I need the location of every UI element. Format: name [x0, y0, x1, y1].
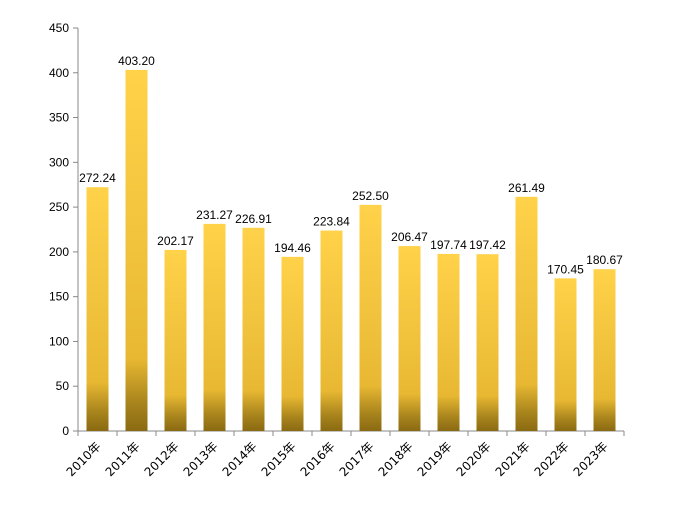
- data-label: 272.24: [79, 171, 116, 185]
- x-tick-label: 2018年: [376, 439, 416, 479]
- data-label: 197.42: [469, 238, 506, 252]
- data-label: 170.45: [547, 262, 584, 276]
- y-tick-label: 300: [49, 155, 69, 169]
- y-tick-label: 250: [49, 200, 69, 214]
- bar: [242, 227, 265, 431]
- x-axis: [77, 430, 625, 436]
- data-label: 226.91: [235, 212, 272, 226]
- y-tick-label: 350: [49, 111, 69, 125]
- bar: [554, 278, 577, 431]
- y-tick-label: 100: [49, 334, 69, 348]
- data-label: 206.47: [391, 230, 428, 244]
- data-label: 180.67: [586, 253, 623, 267]
- bar: [437, 253, 460, 431]
- bar: [320, 230, 343, 431]
- x-tick-label: 2019年: [415, 439, 455, 479]
- category-labels: 2010年 2011年 2012年 2013年 2014年 2015年 2016年 2017年…: [64, 439, 611, 479]
- x-tick-label: 2023年: [571, 439, 611, 479]
- bar: [125, 69, 148, 432]
- y-tick-label: 400: [49, 66, 69, 80]
- bar: [398, 246, 421, 431]
- bar: [203, 223, 226, 431]
- x-tick-label: 2016年: [298, 439, 338, 479]
- y-axis: 0 50 100 150 200 250 300 350 400 450: [49, 21, 79, 438]
- data-label: 231.27: [196, 208, 233, 222]
- x-tick-label: 2011年: [103, 439, 143, 479]
- data-label: 403.20: [118, 54, 155, 68]
- bar: [476, 254, 499, 431]
- x-tick-label: 2022年: [532, 439, 572, 479]
- y-tick-label: 450: [49, 21, 69, 35]
- y-tick-label: 200: [49, 245, 69, 259]
- x-tick-label: 2010年: [64, 439, 104, 479]
- x-tick-label: 2021年: [493, 439, 533, 479]
- x-tick-label: 2012年: [142, 439, 182, 479]
- data-label: 194.46: [274, 241, 311, 255]
- bar: [164, 249, 187, 431]
- bar: [593, 269, 616, 431]
- data-label: 202.17: [157, 234, 194, 248]
- x-tick-label: 2020年: [454, 439, 494, 479]
- data-label: 197.74: [430, 238, 467, 252]
- data-label: 261.49: [508, 181, 545, 195]
- bar: [359, 204, 382, 431]
- x-tick-label: 2017年: [337, 439, 377, 479]
- data-label: 223.84: [313, 215, 350, 229]
- y-tick-label: 0: [62, 424, 69, 438]
- x-tick-label: 2013年: [181, 439, 221, 479]
- data-label: 252.50: [352, 189, 389, 203]
- x-tick-label: 2015年: [259, 439, 299, 479]
- bar: [281, 256, 304, 431]
- bars: [86, 69, 616, 432]
- y-tick-label: 50: [56, 379, 70, 393]
- bar: [515, 196, 538, 431]
- y-tick-label: 150: [49, 290, 69, 304]
- bar: [86, 187, 109, 431]
- x-tick-label: 2014年: [220, 439, 260, 479]
